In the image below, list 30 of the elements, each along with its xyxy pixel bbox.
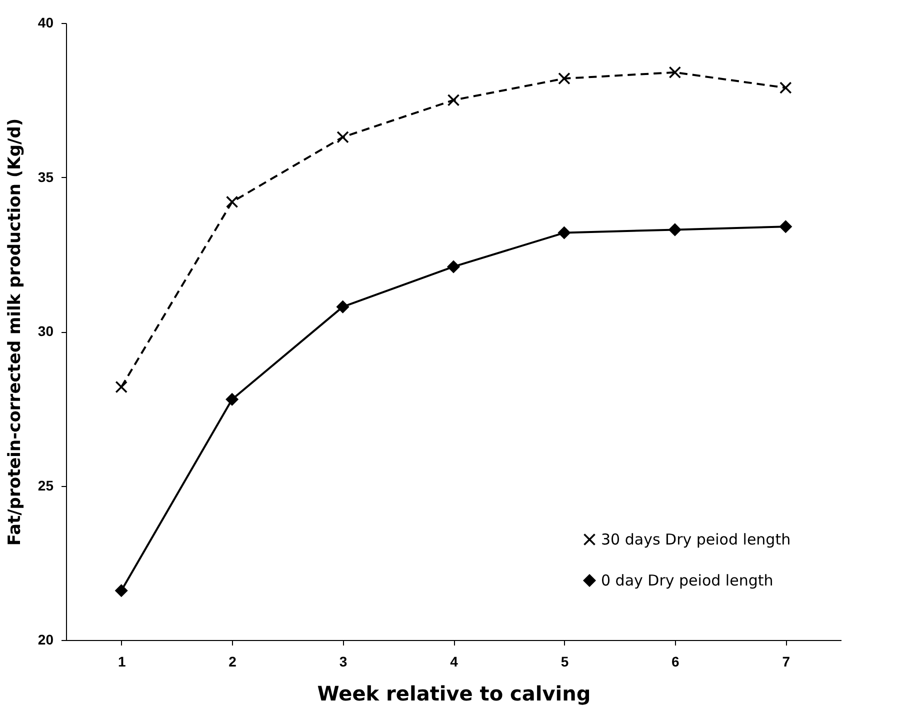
- point: [115, 584, 128, 597]
- y-tick-label: 30: [38, 323, 54, 339]
- point: [115, 380, 128, 394]
- y-tick-label: 25: [38, 477, 54, 494]
- point: [668, 66, 682, 79]
- point: [780, 82, 792, 94]
- x-tick-label: 1: [118, 654, 126, 670]
- x-tick-label: 5: [560, 654, 569, 670]
- x-tick-label: 4: [450, 654, 458, 670]
- point: [558, 72, 570, 85]
- x-axis-title: Week relative to calving: [317, 682, 591, 706]
- legend-label: 30 days Dry peiod length: [601, 530, 791, 548]
- point: [558, 226, 570, 239]
- x-tick-label: 2: [228, 654, 237, 670]
- point: [336, 131, 349, 144]
- y-tick-label: 40: [38, 14, 54, 30]
- point: [668, 224, 682, 236]
- point: [226, 393, 238, 406]
- x-tick-label: 6: [672, 654, 680, 670]
- legend-label: 0 day Dry peiod length: [601, 572, 774, 590]
- x-tick-label: 7: [782, 654, 790, 670]
- point: [780, 220, 792, 233]
- point: [447, 94, 460, 106]
- y-axis-title: Fat/protein-corrected milk production (Kg/d): [4, 118, 25, 546]
- y-tick-label: 20: [38, 632, 54, 648]
- point: [226, 196, 238, 208]
- x-tick-label: 3: [339, 654, 348, 670]
- y-tick-label: 35: [38, 168, 54, 185]
- point: [336, 300, 349, 313]
- point: [447, 260, 460, 273]
